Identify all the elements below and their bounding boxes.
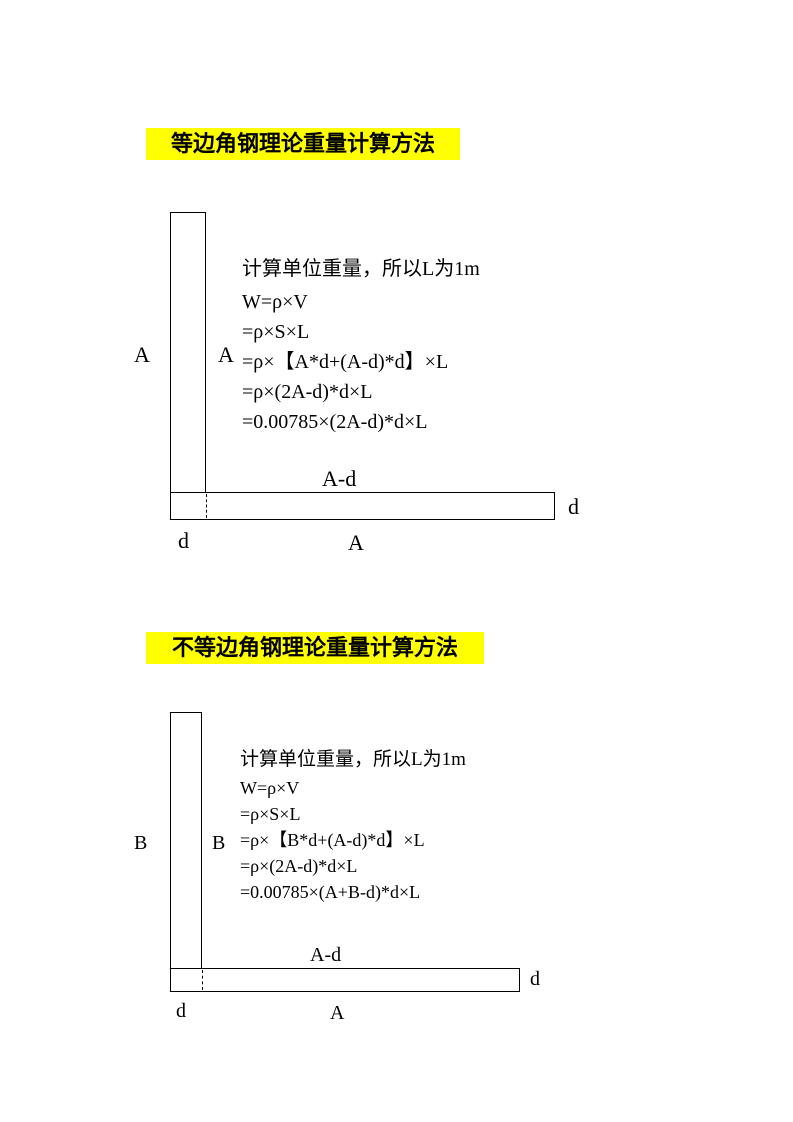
section1-formula-line-1: =ρ×S×L [242, 317, 480, 347]
section2-diagram: B B d A A-d d 计算单位重量，所以L为1m W=ρ×V =ρ×S×L… [130, 712, 600, 1042]
section2-formula-line-4: =0.00785×(A+B-d)*d×L [240, 879, 466, 905]
section1-join-patch [172, 494, 205, 519]
section2-join-patch [172, 970, 201, 991]
section1-diagram: A A d A A-d d 计算单位重量，所以L为1m W=ρ×V =ρ×S×L… [130, 212, 600, 572]
section1-label-A-below: A [348, 530, 364, 556]
section1-vertical-leg [170, 212, 206, 520]
section1-label-A-inner: A [218, 342, 234, 368]
section1-label-A-outer: A [134, 342, 150, 368]
section2-label-A-below: A [330, 1002, 344, 1025]
section1-formula-line-2: =ρ×【A*d+(A-d)*d】×L [242, 347, 480, 377]
section1-label-d-right: d [568, 494, 579, 520]
section1-title: 等边角钢理论重量计算方法 [146, 128, 460, 160]
section2-horizontal-leg [170, 968, 520, 992]
section1-formulas: 计算单位重量，所以L为1m W=ρ×V =ρ×S×L =ρ×【A*d+(A-d)… [242, 252, 480, 437]
section1-horizontal-leg [170, 492, 555, 520]
page: 等边角钢理论重量计算方法 A A d A A-d d 计算单位重量，所以L为1m… [0, 0, 793, 1122]
section1-formula-header: 计算单位重量，所以L为1m [242, 252, 480, 281]
section1-dashed-line [206, 494, 207, 518]
section2-formula-line-0: W=ρ×V [240, 775, 466, 801]
section2-label-d-below: d [176, 1000, 186, 1023]
section2-dashed-line [202, 970, 203, 990]
section1-label-A-d: A-d [322, 466, 356, 492]
section2-formulas: 计算单位重量，所以L为1m W=ρ×V =ρ×S×L =ρ×【B*d+(A-d)… [240, 744, 466, 905]
section2-formula-line-3: =ρ×(2A-d)*d×L [240, 853, 466, 879]
section2-formula-header: 计算单位重量，所以L为1m [240, 744, 466, 771]
section2-vertical-leg [170, 712, 202, 992]
section1-formula-line-3: =ρ×(2A-d)*d×L [242, 377, 480, 407]
section2-formula-line-2: =ρ×【B*d+(A-d)*d】×L [240, 827, 466, 853]
section1-formula-line-0: W=ρ×V [242, 287, 480, 317]
section2-formula-line-1: =ρ×S×L [240, 801, 466, 827]
section1-formula-line-4: =0.00785×(2A-d)*d×L [242, 407, 480, 437]
section2-label-d-right: d [530, 968, 540, 991]
section2-label-A-d: A-d [310, 944, 341, 967]
section1-label-d-below: d [178, 528, 189, 554]
section2-label-B-inner: B [212, 832, 225, 855]
section2-title: 不等边角钢理论重量计算方法 [146, 632, 484, 664]
section2-label-B-outer: B [134, 832, 147, 855]
